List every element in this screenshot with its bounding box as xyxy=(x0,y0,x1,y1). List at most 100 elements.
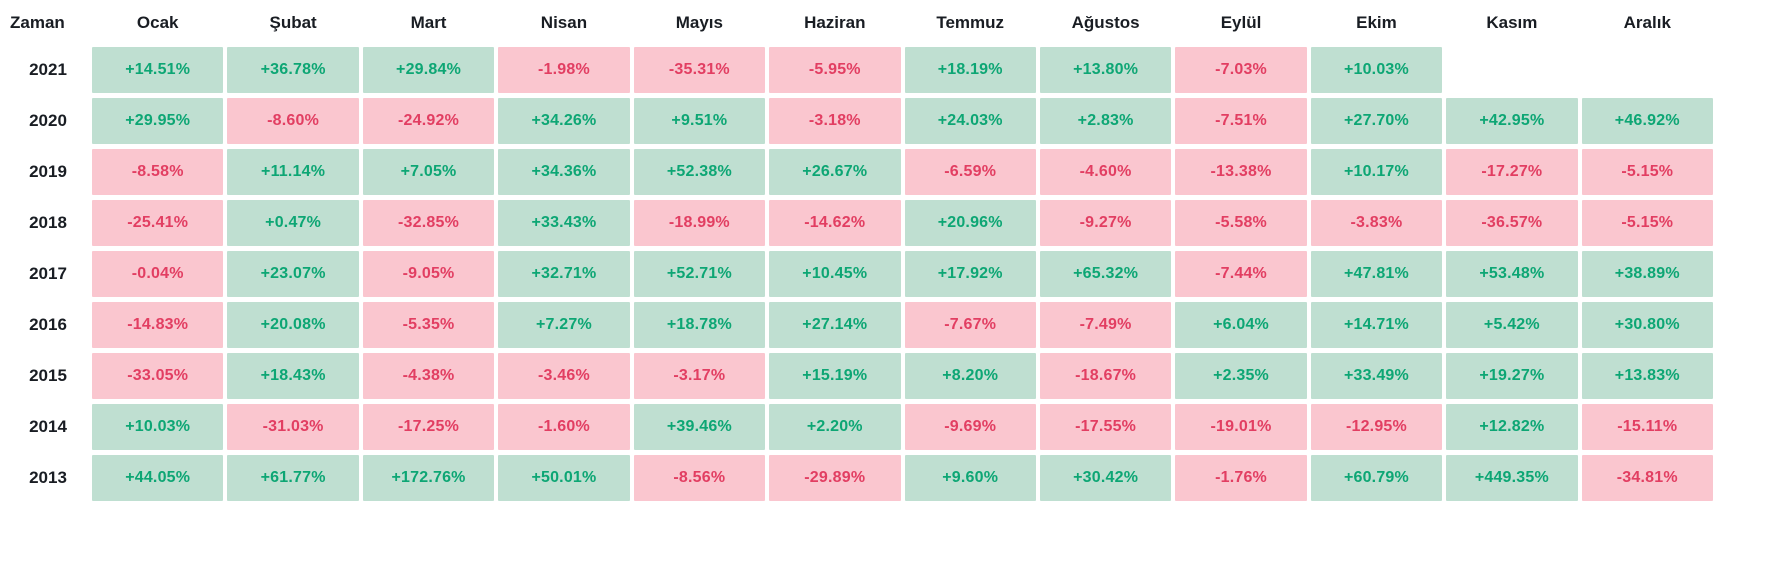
return-cell-2017-m10: +47.81% xyxy=(1310,251,1443,297)
year-label-2021: 2021 xyxy=(29,60,67,79)
return-cell-2014-m5: +39.46% xyxy=(633,404,766,450)
return-cell-2014-m9: -19.01% xyxy=(1175,404,1307,450)
return-cell-2021-m11 xyxy=(1446,47,1577,93)
return-cell-2013-m3: +172.76% xyxy=(362,455,495,501)
return-cell-2016-m7: -7.67% xyxy=(904,302,1036,348)
return-cell-2019-m1: -8.58% xyxy=(92,149,224,195)
return-cell-2018-m10: -3.83% xyxy=(1310,200,1443,246)
return-cell-2020-m12: +46.92% xyxy=(1581,98,1713,144)
return-cell-2015-m6: +15.19% xyxy=(769,353,901,399)
month-header-9: Eylül xyxy=(1220,13,1262,32)
return-cell-2019-m9: -13.38% xyxy=(1175,149,1307,195)
return-cell-2016-m4: +7.27% xyxy=(498,302,630,348)
return-cell-2018-m4: +33.43% xyxy=(498,200,630,246)
year-label-2015: 2015 xyxy=(29,366,67,385)
return-cell-2016-m11: +5.42% xyxy=(1446,302,1578,348)
return-cell-2016-m10: +14.71% xyxy=(1310,302,1443,348)
return-cell-2014-m8: -17.55% xyxy=(1039,404,1172,450)
return-cell-2014-m7: -9.69% xyxy=(904,404,1036,450)
return-cell-2015-m4: -3.46% xyxy=(498,353,630,399)
return-cell-2018-m5: -18.99% xyxy=(633,200,766,246)
return-cell-2013-m10: +60.79% xyxy=(1310,455,1443,501)
return-cell-2019-m12: -5.15% xyxy=(1581,149,1713,195)
return-cell-2019-m8: -4.60% xyxy=(1039,149,1172,195)
year-label-2014: 2014 xyxy=(29,417,67,436)
return-cell-2015-m5: -3.17% xyxy=(633,353,766,399)
year-label-2016: 2016 xyxy=(29,315,67,334)
return-cell-2013-m12: -34.81% xyxy=(1581,455,1713,501)
return-cell-2017-m1: -0.04% xyxy=(92,251,224,297)
month-header-4: Nisan xyxy=(540,13,588,32)
return-cell-2013-m5: -8.56% xyxy=(633,455,766,501)
return-cell-2015-m7: +8.20% xyxy=(904,353,1036,399)
return-cell-2014-m4: -1.60% xyxy=(498,404,630,450)
return-cell-2019-m11: -17.27% xyxy=(1446,149,1578,195)
return-cell-2020-m6: -3.18% xyxy=(769,98,901,144)
return-cell-2016-m9: +6.04% xyxy=(1175,302,1307,348)
return-cell-2019-m6: +26.67% xyxy=(769,149,901,195)
return-cell-2021-m5: -35.31% xyxy=(633,47,766,93)
return-cell-2017-m3: -9.05% xyxy=(362,251,495,297)
return-cell-2021-m7: +18.19% xyxy=(904,47,1036,93)
month-header-3: Mart xyxy=(410,13,447,32)
return-cell-2015-m12: +13.83% xyxy=(1581,353,1713,399)
return-cell-2019-m10: +10.17% xyxy=(1310,149,1443,195)
return-cell-2017-m8: +65.32% xyxy=(1039,251,1172,297)
month-header-7: Temmuz xyxy=(936,13,1005,32)
return-cell-2014-m1: +10.03% xyxy=(92,404,224,450)
return-cell-2016-m5: +18.78% xyxy=(633,302,766,348)
year-label-2020: 2020 xyxy=(29,111,67,130)
return-cell-2016-m6: +27.14% xyxy=(769,302,901,348)
return-cell-2020-m5: +9.51% xyxy=(633,98,766,144)
return-cell-2018-m11: -36.57% xyxy=(1446,200,1578,246)
return-cell-2017-m2: +23.07% xyxy=(227,251,359,297)
return-cell-2016-m1: -14.83% xyxy=(92,302,224,348)
return-cell-2019-m4: +34.36% xyxy=(498,149,630,195)
return-cell-2014-m2: -31.03% xyxy=(227,404,359,450)
return-cell-2018-m9: -5.58% xyxy=(1175,200,1307,246)
return-cell-2013-m2: +61.77% xyxy=(227,455,359,501)
month-header-8: Ağustos xyxy=(1071,13,1140,32)
returns-table: Zaman Ocak Şubat Mart Nisan Mayıs Haziran Temm… xyxy=(10,13,1713,501)
return-cell-2013-m6: -29.89% xyxy=(769,455,901,501)
return-cell-2015-m9: +2.35% xyxy=(1175,353,1307,399)
year-label-2019: 2019 xyxy=(29,162,67,181)
return-cell-2018-m1: -25.41% xyxy=(92,200,224,246)
return-cell-2019-m5: +52.38% xyxy=(633,149,766,195)
return-cell-2015-m1: -33.05% xyxy=(92,353,224,399)
return-cell-2020-m8: +2.83% xyxy=(1039,98,1172,144)
month-header-6: Haziran xyxy=(804,13,866,32)
return-cell-2020-m4: +34.26% xyxy=(498,98,630,144)
return-cell-2020-m1: +29.95% xyxy=(92,98,224,144)
return-cell-2020-m2: -8.60% xyxy=(227,98,359,144)
return-cell-2018-m6: -14.62% xyxy=(769,200,901,246)
return-cell-2019-m7: -6.59% xyxy=(904,149,1036,195)
return-cell-2021-m12 xyxy=(1582,47,1713,93)
return-cell-2014-m3: -17.25% xyxy=(362,404,495,450)
year-label-2018: 2018 xyxy=(29,213,67,232)
month-header-12: Aralık xyxy=(1623,13,1671,32)
return-cell-2016-m8: -7.49% xyxy=(1039,302,1172,348)
return-cell-2014-m10: -12.95% xyxy=(1310,404,1443,450)
return-cell-2021-m4: -1.98% xyxy=(498,47,630,93)
return-cell-2021-m10: +10.03% xyxy=(1310,47,1443,93)
return-cell-2013-m8: +30.42% xyxy=(1039,455,1172,501)
return-cell-2015-m11: +19.27% xyxy=(1446,353,1578,399)
return-cell-2020-m9: -7.51% xyxy=(1175,98,1307,144)
return-cell-2018-m3: -32.85% xyxy=(362,200,495,246)
return-cell-2018-m12: -5.15% xyxy=(1581,200,1713,246)
return-cell-2016-m12: +30.80% xyxy=(1581,302,1713,348)
return-cell-2016-m3: -5.35% xyxy=(362,302,495,348)
return-cell-2013-m7: +9.60% xyxy=(904,455,1036,501)
month-header-1: Ocak xyxy=(136,13,179,32)
year-label-2017: 2017 xyxy=(29,264,67,283)
return-cell-2020-m7: +24.03% xyxy=(904,98,1036,144)
return-cell-2013-m9: -1.76% xyxy=(1175,455,1307,501)
return-cell-2016-m2: +20.08% xyxy=(227,302,359,348)
month-header-2: Şubat xyxy=(269,13,317,32)
return-cell-2021-m8: +13.80% xyxy=(1039,47,1172,93)
return-cell-2013-m4: +50.01% xyxy=(498,455,630,501)
return-cell-2013-m1: +44.05% xyxy=(92,455,224,501)
return-cell-2018-m7: +20.96% xyxy=(904,200,1036,246)
